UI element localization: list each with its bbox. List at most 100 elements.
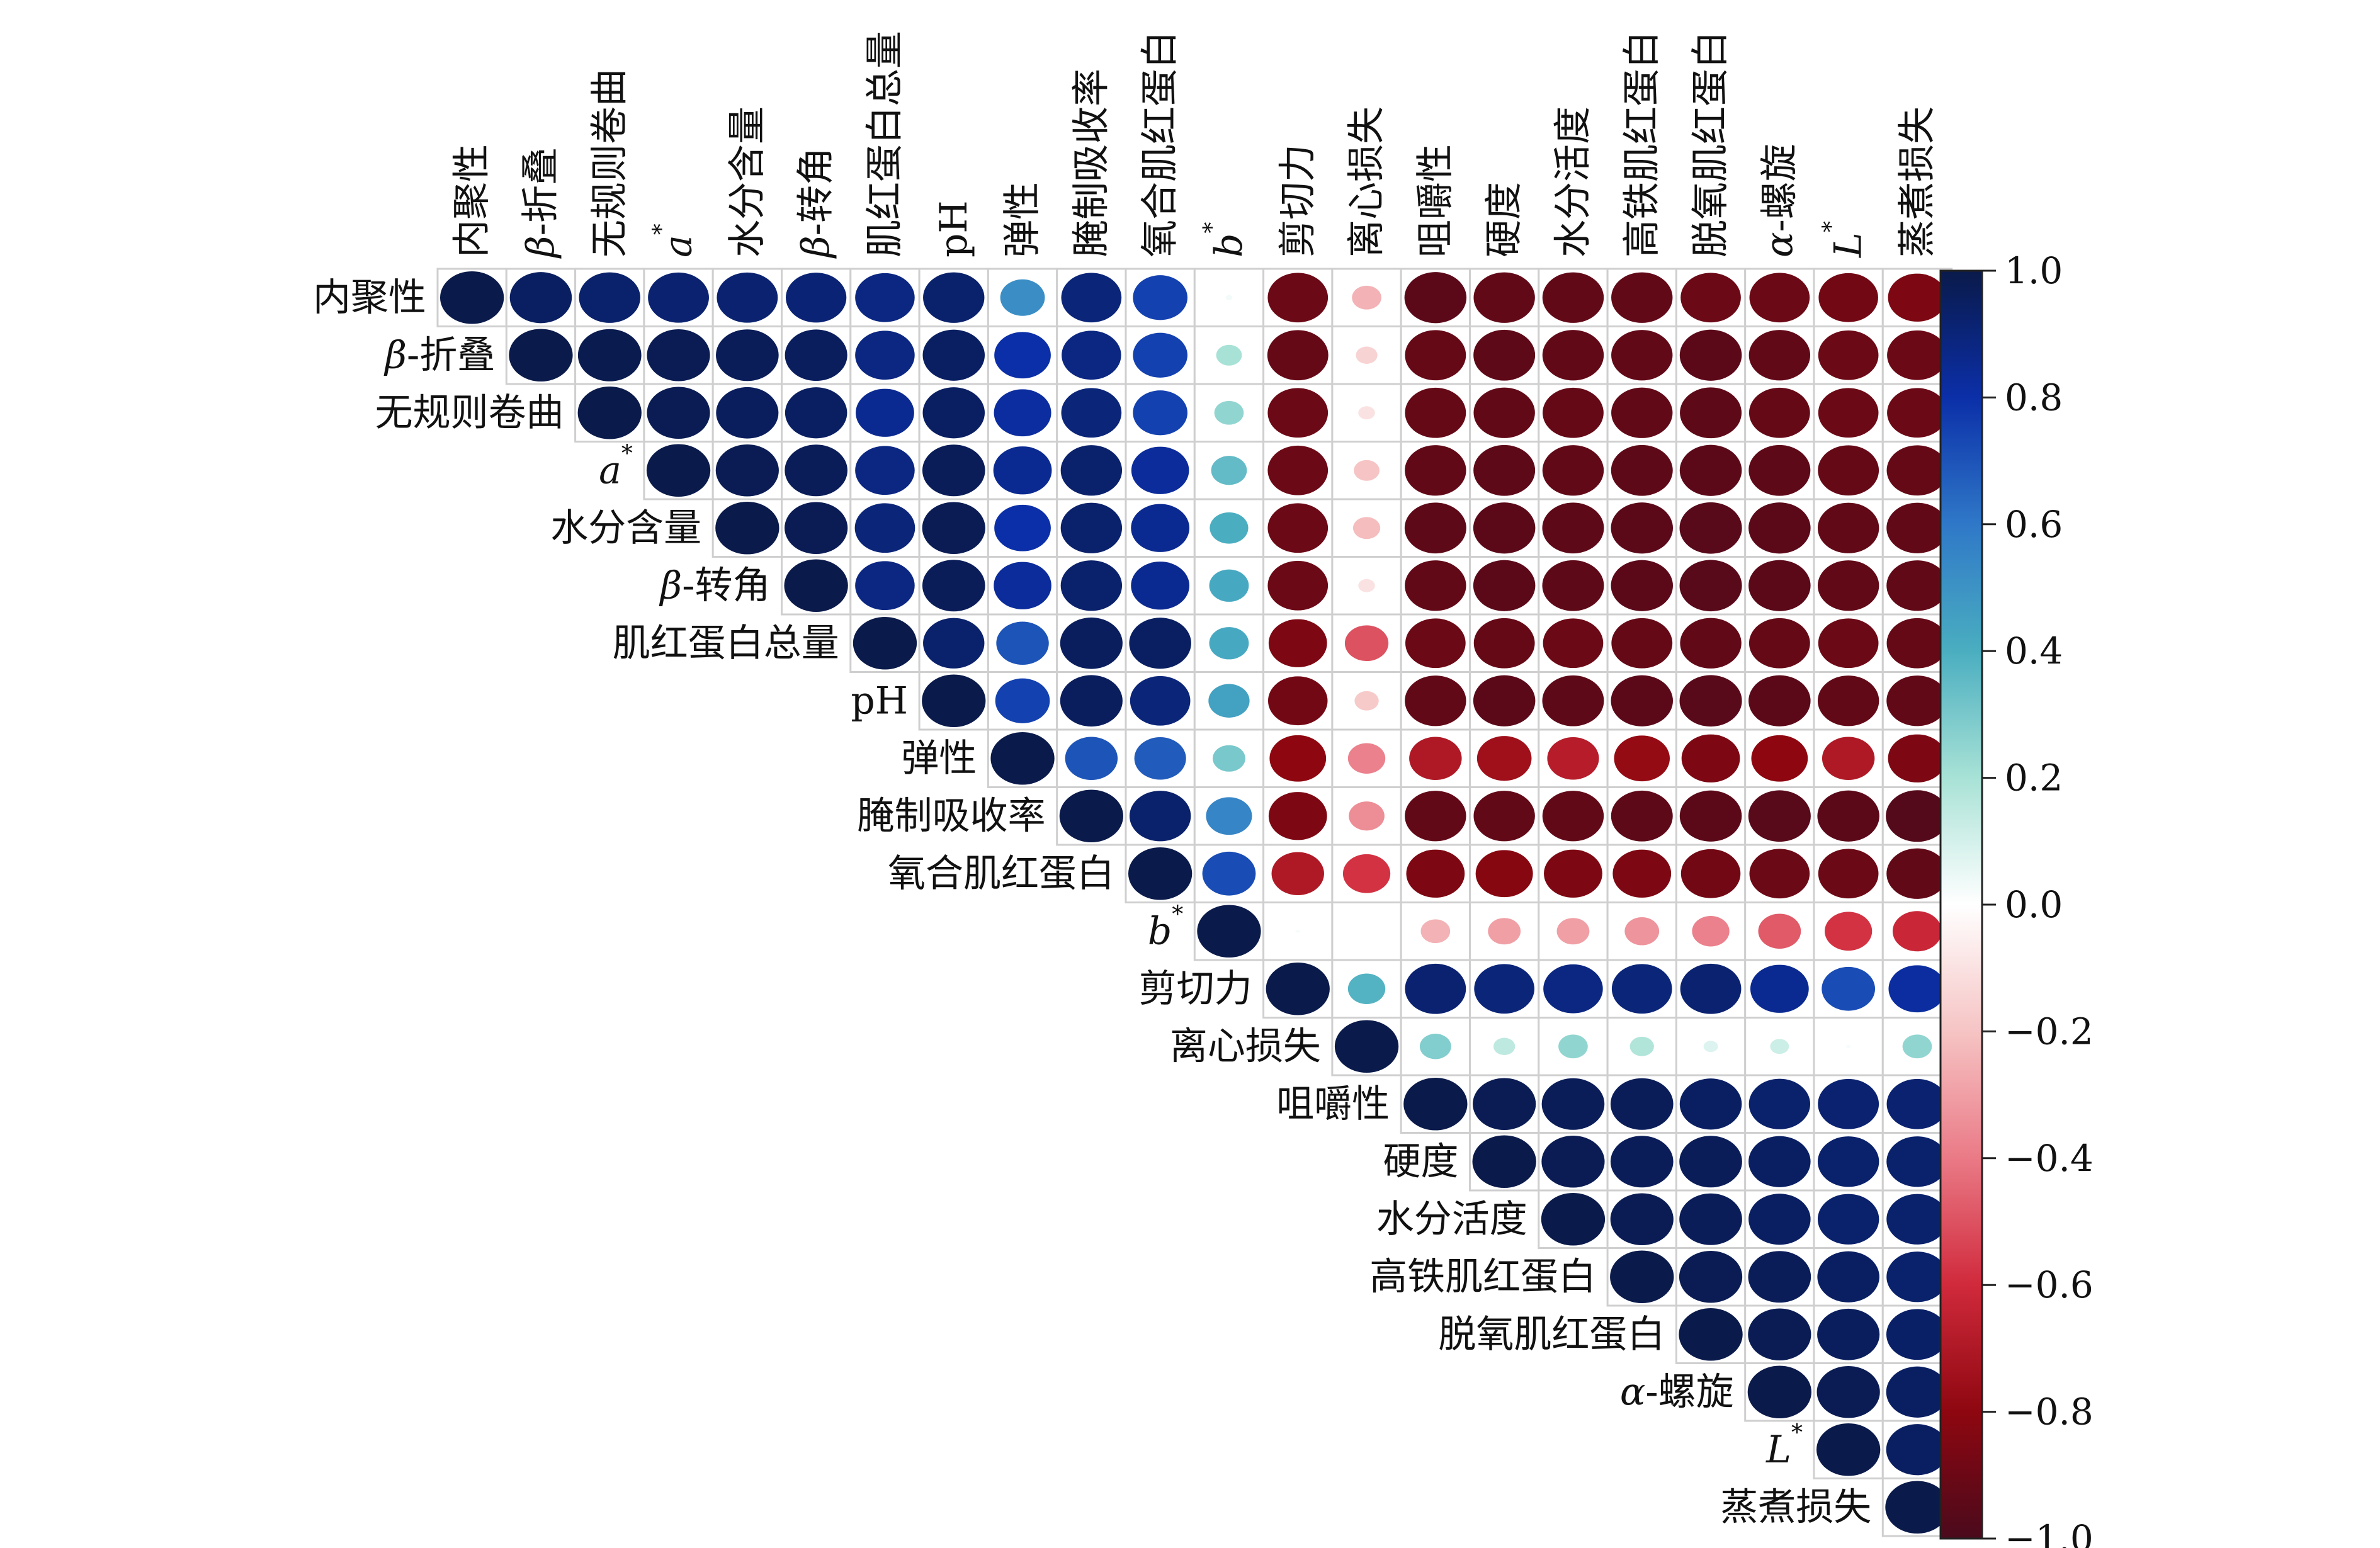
correlation-circle-var-16-var-20 [1748, 1136, 1811, 1187]
row-label-var-1: 内聚性 [313, 276, 426, 320]
correlation-circle-var-10-var-14 [1349, 801, 1385, 831]
correlation-circle-var-7-var-10 [1060, 617, 1123, 669]
correlation-circle-var-1-var-21 [1818, 273, 1878, 322]
correlation-circle-var-6-var-14 [1358, 579, 1375, 592]
correlation-circle-var-6-var-22 [1886, 560, 1948, 611]
colorbar-tick-label-5: 0.2 [2005, 757, 2063, 799]
correlation-circle-var-5-var-17 [1542, 502, 1604, 554]
cell-var-12-var-14 [1331, 901, 1402, 961]
row-label-var-14: 离心损失 [1170, 1024, 1321, 1068]
cell-var-1-var-14 [1331, 268, 1402, 327]
correlation-circle-var-1-var-7 [855, 273, 915, 322]
correlation-circle-var-2-var-22 [1887, 330, 1947, 380]
correlation-circle-var-8-var-16 [1473, 675, 1536, 726]
correlation-circle-var-5-var-21 [1817, 502, 1879, 553]
correlation-circle-var-7-var-12 [1209, 627, 1249, 660]
correlation-circle-var-4-var-10 [1060, 445, 1123, 496]
colorbar-tick-label-1: 1.0 [2005, 249, 2063, 292]
correlation-circle-var-18-var-19 [1679, 1250, 1743, 1303]
correlation-circle-var-9-var-21 [1822, 737, 1875, 781]
correlation-circle-var-8-var-14 [1354, 691, 1379, 711]
correlation-circle-var-11-var-11 [1128, 847, 1193, 900]
colorbar-gradient [1939, 269, 1983, 1540]
correlation-circle-var-1-var-16 [1473, 272, 1535, 323]
colorbar-tick-label-8: −0.4 [2005, 1137, 2094, 1180]
row-label-var-6: β-转角 [659, 563, 771, 607]
correlation-circle-var-8-var-20 [1748, 675, 1811, 726]
correlation-circle-var-16-var-16 [1472, 1135, 1536, 1188]
row-label-var-11: 氧合肌红蛋白 [888, 852, 1114, 896]
correlation-circle-var-11-var-16 [1475, 850, 1533, 898]
column-label-var-5: 水分含量 [725, 106, 769, 257]
correlation-circle-var-12-var-18 [1624, 917, 1660, 946]
correlation-circle-var-7-var-11 [1129, 618, 1191, 669]
correlation-circle-var-13-var-18 [1611, 964, 1672, 1014]
correlation-circle-var-4-var-15 [1405, 445, 1466, 496]
correlation-circle-var-10-var-11 [1129, 791, 1191, 842]
correlation-circle-var-4-var-7 [855, 446, 915, 495]
column-label-var-10: 腌制吸收率 [1069, 69, 1113, 257]
correlation-circle-var-2-var-13 [1267, 330, 1329, 381]
correlation-circle-var-1-var-1 [440, 271, 504, 324]
correlation-circle-var-3-var-18 [1611, 387, 1673, 438]
column-label-var-17: 水分活度 [1551, 106, 1595, 257]
correlation-circle-var-7-var-14 [1344, 625, 1389, 662]
row-label-var-16: 硬度 [1383, 1139, 1459, 1184]
correlation-circle-var-9-var-18 [1614, 735, 1670, 782]
row-label-var-9: 弹性 [901, 737, 977, 781]
correlation-circle-var-4-var-8 [922, 444, 985, 497]
column-label-var-13: 剪切力 [1276, 144, 1320, 257]
correlation-circle-var-13-var-16 [1474, 964, 1534, 1014]
correlation-circle-var-6-var-11 [1131, 562, 1190, 610]
correlation-circle-var-2-var-21 [1818, 330, 1879, 380]
correlation-circle-var-3-var-6 [785, 387, 847, 439]
correlation-circle-var-1-var-11 [1133, 275, 1187, 320]
correlation-circle-var-13-var-19 [1680, 963, 1742, 1014]
correlation-circle-var-2-var-14 [1356, 346, 1378, 364]
correlation-circle-var-6-var-8 [922, 560, 985, 612]
column-label-var-19: 脱氧肌红蛋白 [1689, 31, 1733, 257]
correlation-circle-var-3-var-4 [647, 387, 710, 439]
correlation-circle-var-17-var-21 [1817, 1194, 1879, 1245]
correlation-circle-var-5-var-13 [1267, 503, 1329, 553]
correlation-circle-var-9-var-15 [1409, 737, 1462, 781]
correlation-circle-var-12-var-19 [1692, 916, 1730, 947]
correlation-circle-var-11-var-21 [1818, 849, 1879, 899]
correlation-circle-var-10-var-21 [1817, 790, 1879, 842]
correlation-circle-var-7-var-16 [1473, 618, 1535, 669]
correlation-circle-var-8-var-9 [995, 678, 1050, 723]
correlation-circle-var-2-var-2 [509, 329, 573, 381]
correlation-circle-var-11-var-20 [1749, 849, 1810, 899]
correlation-circle-var-2-var-20 [1748, 330, 1811, 381]
correlation-circle-var-4-var-20 [1748, 444, 1811, 496]
correlation-circle-var-18-var-18 [1610, 1250, 1674, 1303]
colorbar: 1.0 0.8 0.6 0.4 0.2 0.0 −0.2 −0.4 −0.6 −0.8 −1.0 [1939, 249, 2094, 1548]
correlation-circle-var-10-var-13 [1268, 792, 1327, 840]
column-label-var-20: α-螺旋 [1757, 144, 1801, 257]
column-label-var-11: 氧合肌红蛋白 [1138, 31, 1182, 257]
correlation-circle-var-1-var-6 [786, 273, 847, 323]
correlation-circle-var-5-var-15 [1404, 502, 1466, 554]
correlation-circle-var-4-var-4 [646, 444, 711, 497]
correlation-circle-var-8-var-19 [1679, 675, 1742, 727]
correlation-circle-var-4-var-6 [785, 444, 847, 497]
correlation-circle-var-4-var-9 [993, 446, 1052, 495]
correlation-circle-var-5-var-20 [1748, 502, 1811, 554]
correlation-circle-var-19-var-20 [1748, 1308, 1811, 1361]
correlation-circle-var-15-var-19 [1679, 1078, 1742, 1130]
correlation-circle-var-15-var-15 [1403, 1078, 1468, 1131]
row-label-var-22: 蒸煮损失 [1720, 1485, 1871, 1529]
correlation-circle-var-1-var-4 [648, 272, 709, 323]
correlation-circle-var-4-var-16 [1473, 444, 1536, 496]
correlation-circle-var-3-var-19 [1680, 387, 1742, 439]
row-label-var-2: β-折叠 [383, 333, 495, 377]
correlation-circle-var-14-var-22 [1902, 1034, 1932, 1059]
correlation-circle-var-1-var-13 [1267, 273, 1329, 323]
correlation-circle-var-21-var-21 [1816, 1423, 1881, 1476]
correlation-circle-var-5-var-8 [922, 502, 985, 555]
correlation-circle-var-17-var-18 [1610, 1193, 1674, 1246]
correlation-circle-var-5-var-10 [1060, 502, 1123, 553]
row-label-var-12: b* [1148, 901, 1183, 954]
correlation-circle-var-1-var-20 [1749, 273, 1810, 323]
row-label-var-3: 无规则卷曲 [375, 391, 564, 435]
